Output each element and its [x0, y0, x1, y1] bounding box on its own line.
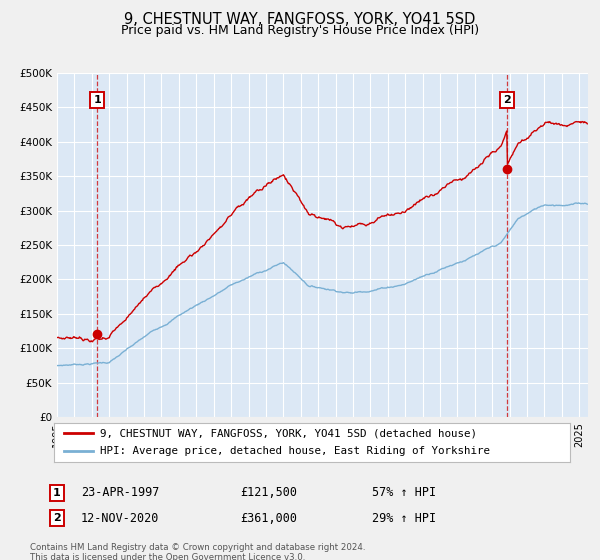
Text: 1: 1 — [53, 488, 61, 498]
Text: 12-NOV-2020: 12-NOV-2020 — [81, 511, 160, 525]
Text: This data is licensed under the Open Government Licence v3.0.: This data is licensed under the Open Gov… — [30, 553, 305, 560]
Text: 1: 1 — [94, 95, 101, 105]
Text: 9, CHESTNUT WAY, FANGFOSS, YORK, YO41 5SD: 9, CHESTNUT WAY, FANGFOSS, YORK, YO41 5S… — [124, 12, 476, 27]
Text: £361,000: £361,000 — [240, 511, 297, 525]
Text: 2: 2 — [53, 513, 61, 523]
Text: 29% ↑ HPI: 29% ↑ HPI — [372, 511, 436, 525]
Text: 2: 2 — [503, 95, 511, 105]
Text: Contains HM Land Registry data © Crown copyright and database right 2024.: Contains HM Land Registry data © Crown c… — [30, 543, 365, 552]
Text: 23-APR-1997: 23-APR-1997 — [81, 486, 160, 500]
Text: Price paid vs. HM Land Registry's House Price Index (HPI): Price paid vs. HM Land Registry's House … — [121, 24, 479, 36]
Text: 57% ↑ HPI: 57% ↑ HPI — [372, 486, 436, 500]
Text: 9, CHESTNUT WAY, FANGFOSS, YORK, YO41 5SD (detached house): 9, CHESTNUT WAY, FANGFOSS, YORK, YO41 5S… — [100, 428, 478, 438]
Text: £121,500: £121,500 — [240, 486, 297, 500]
Text: HPI: Average price, detached house, East Riding of Yorkshire: HPI: Average price, detached house, East… — [100, 446, 490, 456]
